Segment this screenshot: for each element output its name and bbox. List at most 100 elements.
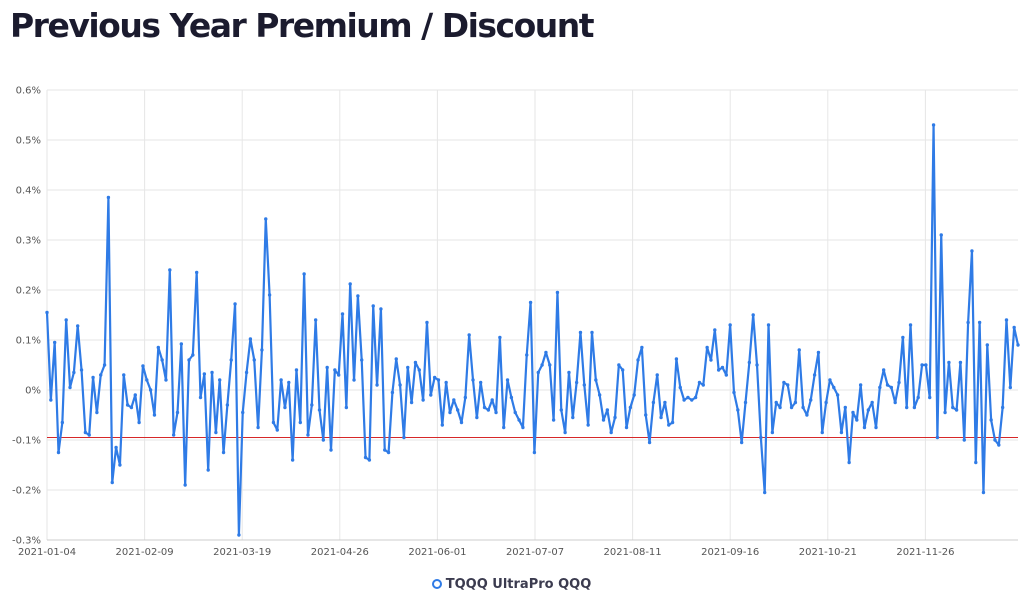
data-point[interactable] [1016,343,1020,347]
data-point[interactable] [114,445,118,450]
data-point[interactable] [793,400,798,405]
data-point[interactable] [87,433,91,437]
data-point[interactable] [682,398,686,402]
data-point[interactable] [294,368,299,372]
data-point[interactable] [1012,325,1016,330]
data-point[interactable] [743,400,748,405]
data-point[interactable] [559,408,563,412]
data-point[interactable] [778,405,782,410]
data-point[interactable] [194,270,199,275]
data-point[interactable] [901,335,905,340]
data-point[interactable] [678,385,682,390]
data-point[interactable] [555,290,560,295]
data-point[interactable] [770,430,775,435]
data-point[interactable] [962,438,966,442]
data-point[interactable] [885,383,890,387]
data-point[interactable] [789,405,794,410]
data-point[interactable] [310,403,314,407]
data-point[interactable] [590,330,594,335]
data-point[interactable] [398,383,402,387]
data-point[interactable] [248,337,253,341]
data-point[interactable] [379,307,383,311]
data-point[interactable] [290,458,295,462]
data-point[interactable] [651,400,656,405]
data-point[interactable] [709,358,713,362]
data-point[interactable] [601,418,606,422]
data-point[interactable] [1000,405,1005,410]
data-point[interactable] [145,378,149,382]
data-point[interactable] [928,395,932,400]
data-point[interactable] [141,364,145,368]
data-point[interactable] [1004,318,1009,322]
data-point[interactable] [855,418,859,422]
data-point[interactable] [171,433,176,437]
data-point[interactable] [862,425,867,430]
data-point[interactable] [732,390,736,395]
data-point[interactable] [168,268,172,272]
data-point[interactable] [893,400,897,405]
data-point[interactable] [954,408,959,412]
data-point[interactable] [118,463,122,467]
data-point[interactable] [993,438,997,442]
data-point[interactable] [659,415,663,420]
data-point[interactable] [448,410,452,415]
data-point[interactable] [390,390,395,395]
data-point[interactable] [521,425,525,430]
data-point[interactable] [356,294,360,298]
data-point[interactable] [183,483,187,487]
data-point[interactable] [605,408,610,412]
data-point[interactable] [690,398,694,402]
data-point[interactable] [221,450,226,455]
data-point[interactable] [574,380,579,385]
data-point[interactable] [402,435,406,440]
data-point[interactable] [459,420,464,425]
data-point[interactable] [244,370,249,375]
data-point[interactable] [620,368,625,372]
data-point[interactable] [106,195,111,200]
data-point[interactable] [68,385,72,390]
data-point[interactable] [705,345,709,350]
data-point[interactable] [724,373,729,377]
data-point[interactable] [129,405,134,410]
data-point[interactable] [951,405,955,410]
data-point[interactable] [632,393,636,397]
data-point[interactable] [686,395,690,400]
data-point[interactable] [866,408,871,412]
data-point[interactable] [348,282,352,286]
data-point[interactable] [275,428,279,432]
data-point[interactable] [225,403,230,407]
data-point[interactable] [313,318,318,322]
data-point[interactable] [609,430,613,435]
data-point[interactable] [79,368,84,372]
data-point[interactable] [298,420,302,425]
data-point[interactable] [287,380,291,385]
data-point[interactable] [56,450,61,455]
data-point[interactable] [283,405,287,410]
data-point[interactable] [674,357,679,361]
data-point[interactable] [187,358,191,362]
data-point[interactable] [943,410,947,415]
data-point[interactable] [667,423,671,427]
data-point[interactable] [763,490,767,495]
data-point[interactable] [233,302,237,306]
data-point[interactable] [697,380,702,385]
data-point[interactable] [797,348,801,352]
data-point[interactable] [755,363,759,367]
data-point[interactable] [858,383,863,387]
data-point[interactable] [386,450,391,455]
data-point[interactable] [640,345,644,350]
data-point[interactable] [824,400,828,405]
data-point[interactable] [812,373,817,377]
data-point[interactable] [935,435,940,440]
data-point[interactable] [256,425,260,430]
data-point[interactable] [774,400,778,405]
data-point[interactable] [739,440,744,445]
data-point[interactable] [52,340,57,345]
data-point[interactable] [939,233,943,237]
data-point[interactable] [148,388,153,392]
data-point[interactable] [202,372,207,376]
data-point[interactable] [279,378,283,382]
data-point[interactable] [628,405,633,410]
data-point[interactable] [340,312,345,316]
data-point[interactable] [371,304,375,308]
